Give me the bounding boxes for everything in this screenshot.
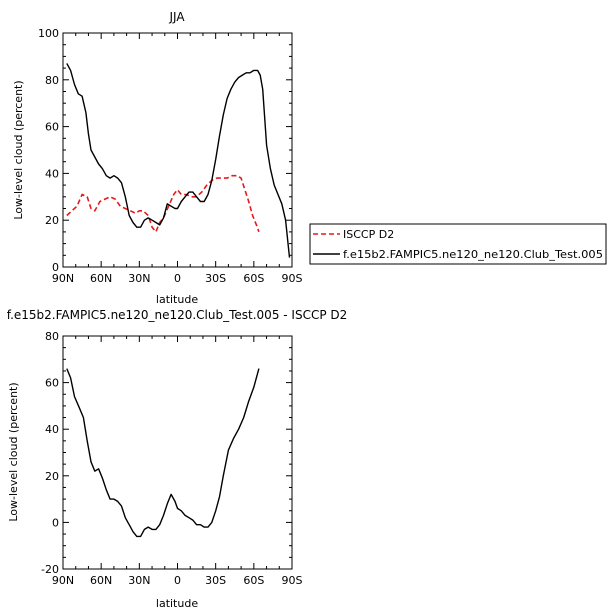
y-tick-label: 80 [45, 330, 59, 343]
y-tick-label: 20 [45, 470, 59, 483]
series-line-0-0 [66, 174, 260, 233]
x-tick-label: 90N [52, 272, 74, 285]
x-tick-label: 30S [205, 272, 226, 285]
bottom-panel: f.e15b2.FAMPIC5.ne120_ne120.Club_Test.00… [7, 308, 348, 610]
x-tick-label: 60S [243, 574, 264, 587]
y-tick-label: 40 [45, 167, 59, 180]
top-y-axis-label: Low-level cloud (percent) [12, 80, 25, 219]
y-tick-label: -20 [41, 563, 59, 576]
x-tick-label: 30N [128, 272, 150, 285]
x-tick-label: 90S [282, 574, 303, 587]
legend-label-isccp: ISCCP D2 [343, 228, 394, 241]
legend: ISCCP D2 f.e15b2.FAMPIC5.ne120_ne120.Clu… [309, 223, 607, 265]
series-line-1-0 [66, 368, 260, 538]
x-tick-label: 0 [174, 574, 181, 587]
y-tick-label: 20 [45, 214, 59, 227]
bottom-series-lines [66, 368, 260, 538]
x-tick-label: 90N [52, 574, 74, 587]
x-tick-label: 60N [90, 574, 112, 587]
y-tick-label: 0 [52, 516, 59, 529]
x-tick-label: 90S [282, 272, 303, 285]
y-tick-label: 100 [38, 27, 59, 40]
top-panel: JJA 0 20 40 60 80 100 90N 60N 30N 0 30S 60S 90S lat… [12, 10, 303, 306]
y-tick-label: 40 [45, 423, 59, 436]
x-tick-label: 60S [243, 272, 264, 285]
bottom-chart-title: f.e15b2.FAMPIC5.ne120_ne120.Club_Test.00… [7, 308, 348, 322]
bottom-y-ticks: -20 0 20 40 60 80 [41, 330, 292, 576]
bottom-y-axis-label: Low-level cloud (percent) [7, 382, 20, 521]
x-tick-label: 30S [205, 574, 226, 587]
legend-box [309, 223, 607, 265]
top-series-lines [66, 63, 291, 258]
x-tick-label: 0 [174, 272, 181, 285]
series-line-0-1 [66, 63, 291, 258]
legend-label-model: f.e15b2.FAMPIC5.ne120_ne120.Club_Test.00… [343, 248, 603, 261]
top-chart-title: JJA [168, 10, 185, 24]
bottom-x-ticks: 90N 60N 30N 0 30S 60S 90S [52, 336, 303, 587]
top-y-ticks: 0 20 40 60 80 100 [38, 27, 292, 274]
bottom-x-axis-label: latitude [156, 597, 198, 610]
y-tick-label: 60 [45, 377, 59, 390]
y-tick-label: 0 [52, 261, 59, 274]
top-x-ticks: 90N 60N 30N 0 30S 60S 90S [52, 33, 303, 285]
x-tick-label: 60N [90, 272, 112, 285]
top-x-axis-label: latitude [156, 293, 198, 306]
y-tick-label: 80 [45, 74, 59, 87]
y-tick-label: 60 [45, 121, 59, 134]
x-tick-label: 30N [128, 574, 150, 587]
top-plot-frame [62, 32, 293, 268]
